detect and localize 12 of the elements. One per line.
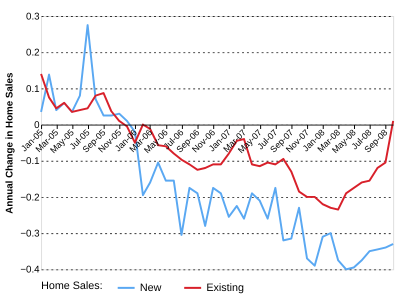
y-tick-label: −0.4 bbox=[20, 264, 40, 276]
y-tick-label: 0.3 bbox=[26, 11, 40, 22]
y-tick-label: −0.2 bbox=[20, 192, 40, 204]
legend-title: Home Sales: bbox=[41, 280, 103, 292]
y-tick-label: 0.1 bbox=[26, 84, 40, 95]
legend-label: Existing bbox=[206, 282, 244, 294]
y-tick-label: 0.2 bbox=[26, 48, 40, 59]
legend-label: New bbox=[140, 282, 162, 294]
y-tick-label: −0.1 bbox=[20, 156, 40, 168]
y-axis-title: Annual Change in Home Sales bbox=[4, 72, 16, 214]
y-tick-label: 0 bbox=[34, 120, 40, 131]
y-tick-label: −0.3 bbox=[20, 228, 40, 240]
